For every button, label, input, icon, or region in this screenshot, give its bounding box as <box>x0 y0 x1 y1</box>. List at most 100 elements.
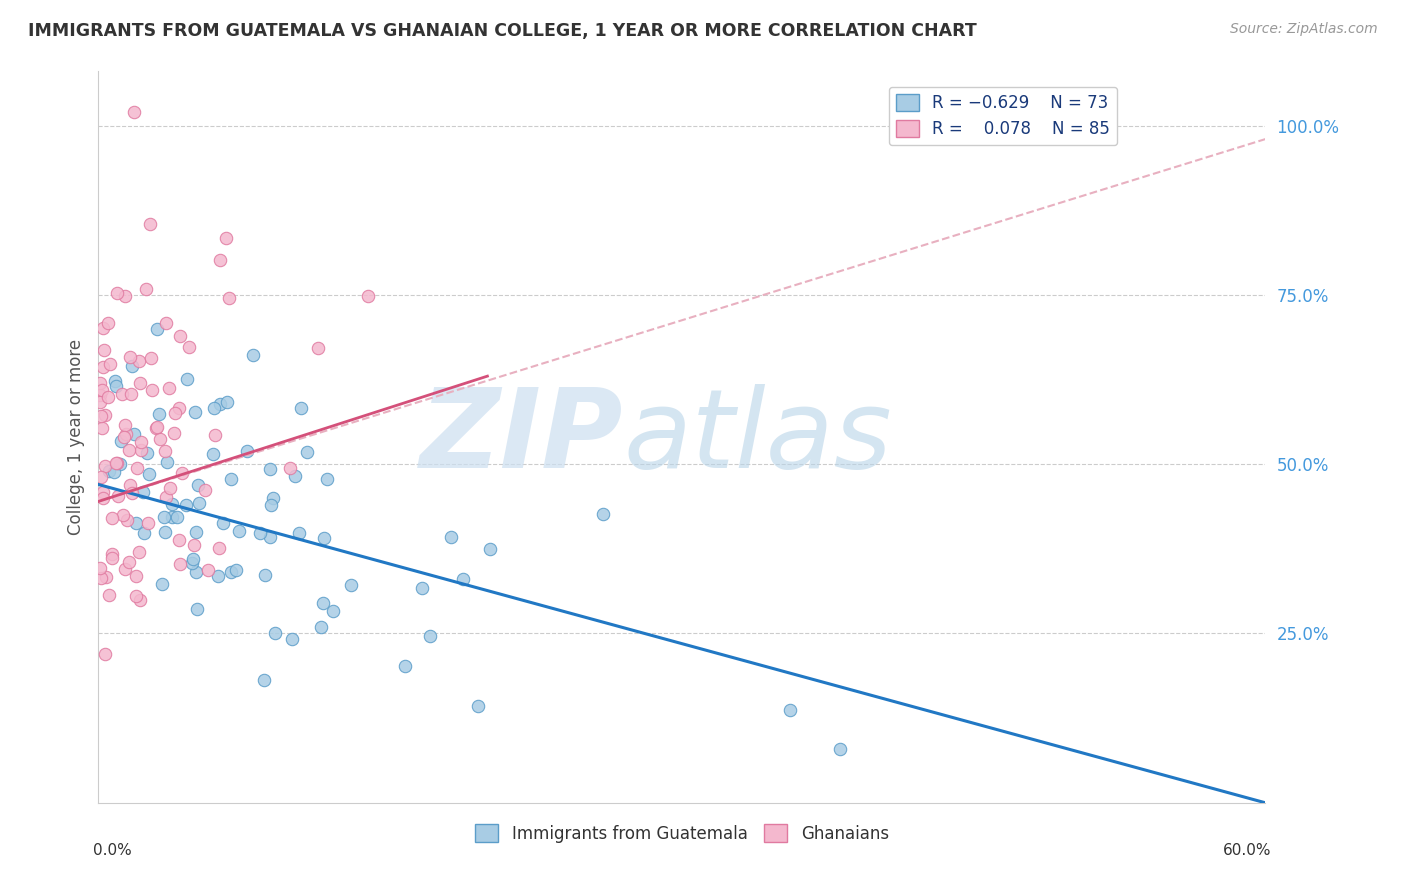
Point <box>146 420 169 434</box>
Point <box>394 659 416 673</box>
Point <box>125 516 148 530</box>
Point <box>169 557 191 571</box>
Text: atlas: atlas <box>624 384 893 491</box>
Point <box>128 354 150 368</box>
Point <box>160 497 183 511</box>
Point <box>209 397 232 411</box>
Point <box>149 433 172 447</box>
Point <box>212 516 235 530</box>
Point <box>89 561 111 575</box>
Point <box>295 445 318 459</box>
Text: 0.0%: 0.0% <box>93 843 131 858</box>
Point <box>155 491 177 505</box>
Point <box>181 556 204 570</box>
Point <box>91 491 114 505</box>
Point <box>101 510 124 524</box>
Point <box>138 467 160 481</box>
Point <box>122 426 145 441</box>
Point <box>197 563 219 577</box>
Point <box>253 673 276 687</box>
Point <box>89 376 111 390</box>
Point <box>98 464 121 478</box>
Point <box>136 446 159 460</box>
Point <box>260 499 283 513</box>
Point <box>451 572 474 586</box>
Point <box>153 509 176 524</box>
Point <box>281 632 304 647</box>
Point <box>132 484 155 499</box>
Point <box>153 444 176 458</box>
Point <box>97 390 120 404</box>
Point <box>120 387 142 401</box>
Point <box>141 384 163 398</box>
Point <box>184 565 207 579</box>
Point <box>115 427 138 442</box>
Point <box>105 379 128 393</box>
Point <box>115 513 138 527</box>
Point <box>215 395 238 409</box>
Point <box>129 376 152 390</box>
Point <box>108 457 131 471</box>
Point <box>290 401 312 416</box>
Point <box>167 533 190 547</box>
Point <box>312 531 335 545</box>
Text: 60.0%: 60.0% <box>1223 843 1271 858</box>
Point <box>440 530 463 544</box>
Point <box>125 589 148 603</box>
Point <box>208 541 231 555</box>
Point <box>121 486 143 500</box>
Point <box>592 507 614 521</box>
Point <box>163 425 186 440</box>
Point <box>103 465 125 479</box>
Point <box>135 282 157 296</box>
Point <box>155 316 177 330</box>
Text: IMMIGRANTS FROM GUATEMALA VS GHANAIAN COLLEGE, 1 YEAR OR MORE CORRELATION CHART: IMMIGRANTS FROM GUATEMALA VS GHANAIAN CO… <box>28 22 977 40</box>
Point <box>188 496 211 510</box>
Point <box>357 288 380 302</box>
Point <box>209 253 232 268</box>
Point <box>93 343 115 357</box>
Point <box>114 417 136 432</box>
Point <box>136 516 159 530</box>
Point <box>104 456 127 470</box>
Point <box>112 508 135 523</box>
Point <box>183 538 205 552</box>
Point <box>219 471 242 485</box>
Point <box>155 524 177 539</box>
Point <box>157 381 180 395</box>
Point <box>176 372 198 386</box>
Point <box>172 466 194 480</box>
Point <box>94 408 117 422</box>
Point <box>98 358 121 372</box>
Point <box>125 569 148 583</box>
Point <box>91 484 114 499</box>
Point <box>202 401 225 415</box>
Point <box>312 596 335 610</box>
Point <box>174 499 197 513</box>
Point <box>97 316 120 330</box>
Point <box>114 289 136 303</box>
Point <box>114 561 136 575</box>
Point <box>129 435 152 450</box>
Point <box>184 524 207 539</box>
Point <box>118 555 141 569</box>
Point <box>91 420 114 434</box>
Point <box>160 510 183 524</box>
Point <box>110 434 132 448</box>
Point <box>98 588 121 602</box>
Point <box>93 647 115 661</box>
Y-axis label: College, 1 year or more: College, 1 year or more <box>66 339 84 535</box>
Point <box>128 545 150 559</box>
Point <box>219 565 242 579</box>
Text: ZIP: ZIP <box>420 384 624 491</box>
Point <box>479 541 502 556</box>
Point <box>166 509 188 524</box>
Point <box>105 456 128 470</box>
Point <box>104 374 127 388</box>
Point <box>132 525 155 540</box>
Point <box>215 231 238 245</box>
Text: Source: ZipAtlas.com: Source: ZipAtlas.com <box>1230 22 1378 37</box>
Point <box>186 601 208 615</box>
Point <box>316 472 339 486</box>
Point <box>156 455 179 469</box>
